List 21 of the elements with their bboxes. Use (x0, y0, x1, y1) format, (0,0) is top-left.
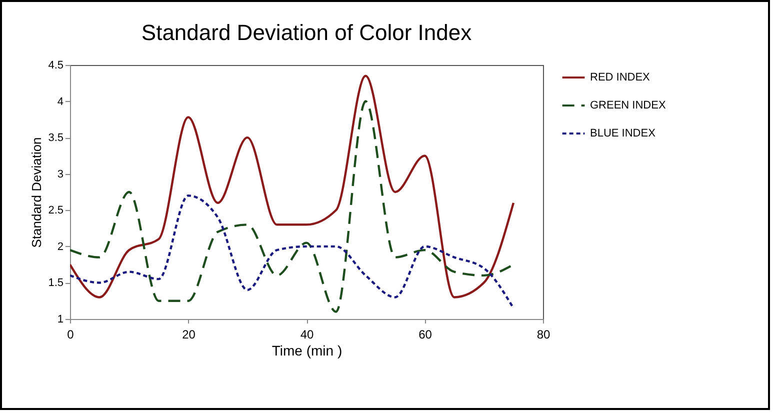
y-tick-label: 4.5 (48, 60, 64, 72)
x-tick-label: 80 (536, 328, 550, 342)
x-axis-title: Time (min ) (272, 342, 342, 358)
legend-label: GREEN INDEX (590, 100, 666, 112)
chart-title: Standard Deviation of Color Index (141, 20, 472, 45)
x-tick-label: 40 (300, 328, 314, 342)
legend-label: BLUE INDEX (590, 128, 656, 140)
x-tick-label: 0 (67, 328, 74, 342)
y-axis-title: Standard Deviation (29, 137, 44, 248)
line-series (70, 194, 515, 310)
line-series (70, 74, 515, 298)
x-tick-label: 60 (418, 328, 432, 342)
y-tick-label: 3 (57, 168, 64, 180)
y-tick-label: 1.5 (48, 277, 64, 290)
y-tick-label: 3.5 (48, 132, 64, 144)
y-tick-label: 2 (57, 240, 64, 253)
legend-label: RED INDEX (590, 72, 651, 84)
y-tick-label: 2.5 (48, 204, 64, 217)
y-tick-label: 1 (57, 314, 64, 326)
x-tick-label: 20 (182, 328, 196, 342)
y-tick-label: 4 (57, 96, 64, 108)
